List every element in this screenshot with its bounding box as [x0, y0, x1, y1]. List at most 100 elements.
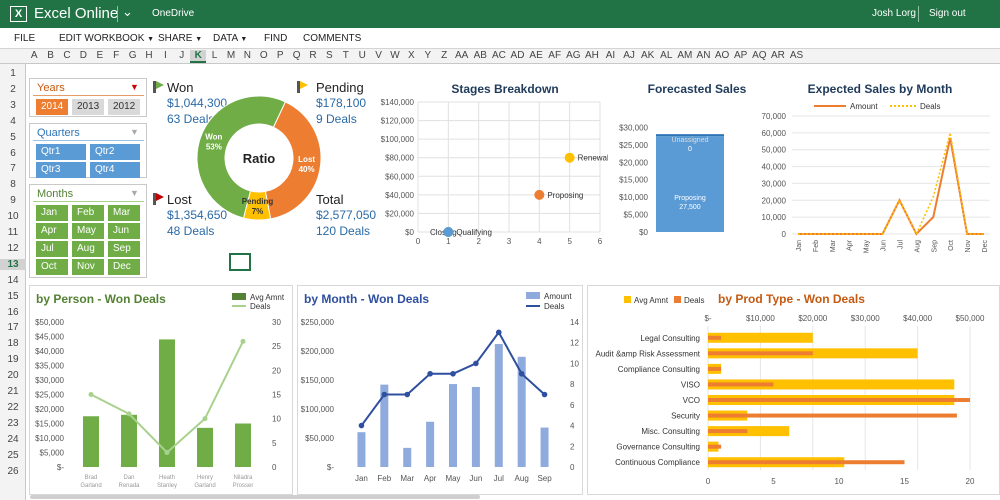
row-header-21[interactable]: 21: [7, 386, 19, 397]
menu-find[interactable]: FIND: [264, 33, 288, 44]
clear-filter-icon[interactable]: ▼: [130, 188, 139, 198]
menu-share[interactable]: SHARE ▼: [158, 33, 202, 44]
slicer-item-qtr3[interactable]: Qtr3: [36, 162, 86, 178]
slicer-item-jun[interactable]: Jun: [108, 223, 140, 239]
excel-logo-icon[interactable]: X: [10, 6, 27, 22]
row-header-19[interactable]: 19: [7, 354, 19, 366]
column-header-o[interactable]: O: [259, 50, 268, 61]
slicer-item-mar[interactable]: Mar: [108, 205, 140, 221]
column-header-aj[interactable]: AJ: [623, 50, 635, 61]
row-header-3[interactable]: 3: [10, 99, 16, 111]
chevron-down-icon[interactable]: ⌄: [122, 4, 133, 19]
row-header-26[interactable]: 26: [7, 465, 19, 477]
column-header-ae[interactable]: AE: [529, 50, 543, 61]
column-header-z[interactable]: Z: [441, 50, 448, 61]
column-header-aa[interactable]: AA: [455, 50, 469, 61]
column-header-u[interactable]: U: [358, 50, 366, 61]
slicer-item-feb[interactable]: Feb: [72, 205, 104, 221]
column-header-ab[interactable]: AB: [473, 50, 487, 61]
column-header-af[interactable]: AF: [548, 50, 562, 61]
column-header-m[interactable]: M: [226, 50, 236, 61]
column-header-ai[interactable]: AI: [605, 50, 616, 61]
column-header-ag[interactable]: AG: [566, 50, 581, 61]
slicer-item-2012[interactable]: 2012: [108, 99, 140, 115]
row-header-7[interactable]: 7: [10, 163, 16, 175]
slicer-item-oct[interactable]: Oct: [36, 259, 68, 275]
column-header-b[interactable]: B: [47, 50, 54, 61]
menu-file[interactable]: FILE: [14, 33, 36, 44]
column-header-an[interactable]: AN: [696, 50, 711, 61]
column-header-n[interactable]: N: [243, 50, 251, 61]
column-header-as[interactable]: AS: [789, 50, 804, 61]
column-header-x[interactable]: X: [408, 50, 415, 61]
onedrive-link[interactable]: OneDrive: [152, 8, 195, 19]
slicer-item-qtr4[interactable]: Qtr4: [90, 162, 140, 178]
clear-filter-icon[interactable]: ▼: [130, 82, 139, 92]
column-header-k[interactable]: K: [190, 50, 207, 63]
column-header-v[interactable]: V: [375, 50, 382, 61]
horizontal-scrollbar[interactable]: [30, 495, 480, 499]
column-header-e[interactable]: E: [96, 50, 104, 61]
row-header-13[interactable]: 13: [0, 258, 26, 270]
slicer-item-sep[interactable]: Sep: [108, 241, 140, 257]
column-header-aq[interactable]: AQ: [752, 50, 767, 61]
column-header-w[interactable]: W: [390, 50, 400, 61]
clear-filter-icon[interactable]: ▼: [130, 127, 139, 137]
column-header-d[interactable]: D: [79, 50, 87, 61]
column-header-y[interactable]: Y: [424, 50, 432, 61]
row-header-20[interactable]: 20: [7, 370, 19, 382]
slicer-item-jul[interactable]: Jul: [36, 241, 68, 257]
row-header-9[interactable]: 9: [10, 195, 16, 207]
column-header-a[interactable]: A: [30, 50, 38, 61]
row-header-22[interactable]: 22: [7, 401, 19, 413]
row-header-8[interactable]: 8: [10, 179, 16, 191]
column-header-ac[interactable]: AC: [491, 50, 506, 61]
slicer-item-qtr2[interactable]: Qtr2: [90, 144, 140, 160]
column-header-t[interactable]: T: [342, 50, 349, 61]
row-header-15[interactable]: 15: [7, 290, 19, 302]
column-header-l[interactable]: L: [211, 50, 218, 61]
column-header-r[interactable]: R: [309, 50, 317, 61]
column-header-g[interactable]: G: [128, 50, 137, 61]
row-header-1[interactable]: 1: [10, 68, 16, 79]
row-header-2[interactable]: 2: [10, 83, 16, 95]
slicer-item-apr[interactable]: Apr: [36, 223, 68, 239]
column-header-h[interactable]: H: [145, 50, 153, 61]
column-header-ar[interactable]: AR: [770, 50, 785, 61]
column-header-q[interactable]: Q: [292, 50, 301, 61]
row-header-11[interactable]: 11: [7, 227, 19, 238]
row-header-17[interactable]: 17: [7, 322, 19, 334]
row-header-12[interactable]: 12: [7, 242, 19, 254]
column-header-c[interactable]: C: [63, 50, 71, 61]
column-header-ak[interactable]: AK: [641, 50, 655, 61]
row-header-14[interactable]: 14: [7, 274, 19, 286]
column-header-j[interactable]: J: [179, 50, 185, 61]
row-header-4[interactable]: 4: [10, 115, 16, 127]
menu-comments[interactable]: COMMENTS: [303, 33, 362, 44]
slicer-item-aug[interactable]: Aug: [72, 241, 104, 257]
column-header-i[interactable]: I: [163, 50, 167, 61]
sign-out-button[interactable]: Sign out: [929, 8, 966, 19]
slicer-item-nov[interactable]: Nov: [72, 259, 104, 275]
selected-cell[interactable]: [229, 253, 251, 271]
row-header-5[interactable]: 5: [10, 131, 16, 143]
app-title[interactable]: Excel Online: [34, 5, 119, 22]
column-header-ah[interactable]: AH: [584, 50, 599, 61]
row-header-25[interactable]: 25: [7, 449, 19, 461]
slicer-item-jan[interactable]: Jan: [36, 205, 68, 221]
row-header-6[interactable]: 6: [10, 147, 16, 159]
menu-data[interactable]: DATA ▼: [213, 33, 247, 44]
column-header-f[interactable]: F: [113, 50, 120, 61]
menu-edit-workbook[interactable]: EDIT WORKBOOK ▼: [59, 33, 154, 44]
row-header-10[interactable]: 10: [7, 211, 19, 223]
column-header-s[interactable]: S: [326, 50, 333, 61]
user-name[interactable]: Josh Lorg: [872, 8, 916, 19]
row-header-24[interactable]: 24: [7, 433, 19, 445]
row-header-23[interactable]: 23: [7, 417, 19, 429]
column-header-al[interactable]: AL: [660, 50, 673, 61]
slicer-item-2013[interactable]: 2013: [72, 99, 104, 115]
column-header-ad[interactable]: AD: [510, 50, 525, 61]
column-header-p[interactable]: P: [276, 50, 284, 61]
slicer-item-may[interactable]: May: [72, 223, 104, 239]
slicer-item-2014[interactable]: 2014: [36, 99, 68, 115]
